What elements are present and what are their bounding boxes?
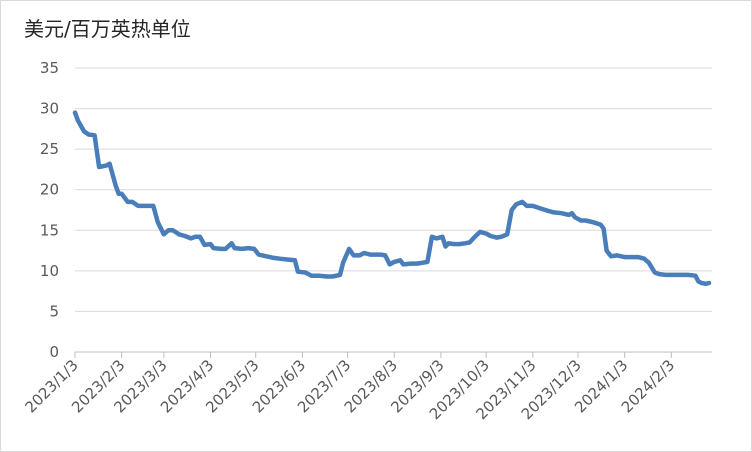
y-tick-label: 25 (40, 140, 59, 158)
series-line (72, 110, 712, 287)
y-tick-label: 30 (40, 100, 59, 118)
y-tick-label: 35 (40, 59, 59, 77)
y-tick-label: 20 (40, 181, 59, 199)
y-tick-label: 5 (49, 302, 59, 320)
y-tick-label: 0 (49, 343, 59, 361)
y-tick-label: 15 (40, 221, 59, 239)
y-tick-label: 10 (40, 262, 59, 280)
chart-title: 美元/百万英热单位 (24, 17, 191, 41)
